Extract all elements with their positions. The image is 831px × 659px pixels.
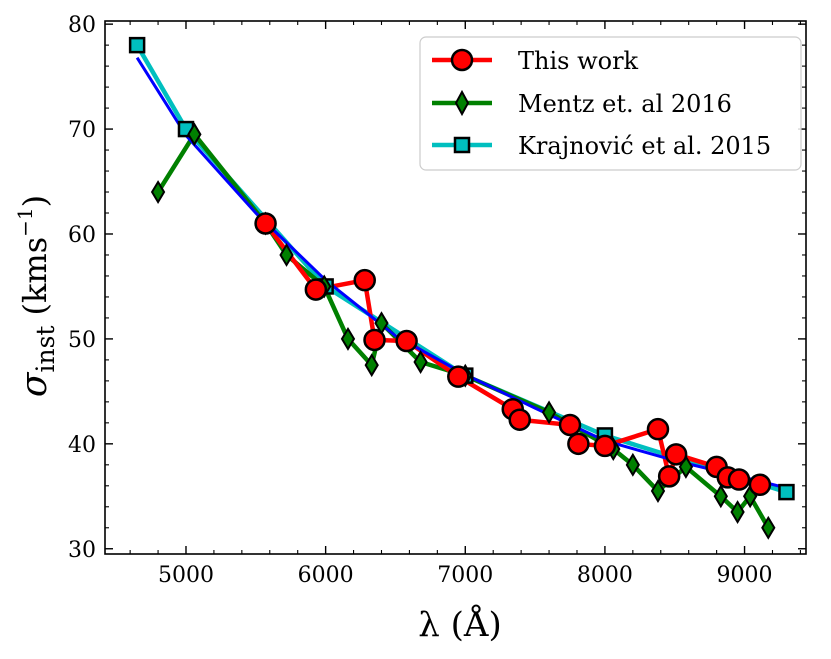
legend-box <box>419 36 802 171</box>
data-point-this-work <box>395 329 418 353</box>
data-point-this-work <box>254 212 277 235</box>
data-point-mentz-et-al-2016 <box>413 350 428 374</box>
data-point-this-work <box>304 278 328 301</box>
y-axis-label-units: (kms <box>16 237 54 316</box>
data-point-mentz-et-al-2016 <box>187 122 202 147</box>
legend-marker-krajnovic <box>453 136 471 154</box>
x-tick-label: 5000 <box>158 563 214 588</box>
data-point-mentz-et-al-2016 <box>761 515 776 540</box>
y-axis-label-subscript: inst <box>31 326 60 373</box>
data-point-this-work <box>363 328 386 352</box>
y-tick-label: 80 <box>68 13 96 38</box>
y-tick-label: 30 <box>68 538 96 563</box>
legend-marker-mentz <box>454 89 470 117</box>
data-point-krajnovi-et-al-2015 <box>778 483 795 501</box>
y-tick-label: 40 <box>68 433 96 458</box>
x-tick-label: 6000 <box>298 563 354 588</box>
data-point-mentz-et-al-2016 <box>541 400 557 425</box>
data-point-mentz-et-al-2016 <box>713 484 728 509</box>
y-axis-label-close: ) <box>16 195 54 207</box>
series-line-krajnovi-et-al-2015 <box>135 43 788 495</box>
data-point-mentz-et-al-2016 <box>625 452 641 477</box>
ticks-layer: 5000 6000 7000 8000 9000 30 40 50 60 70 80 <box>68 13 806 588</box>
x-tick-label: 9000 <box>717 563 773 588</box>
data-point-mentz-et-al-2016 <box>730 500 745 524</box>
x-tick-label: 7000 <box>437 563 493 588</box>
data-point-this-work <box>646 417 670 441</box>
data-point-this-work <box>657 465 681 488</box>
y-axis-label: σinst (kms−1) <box>13 195 60 397</box>
y-tick-label: 60 <box>68 223 96 248</box>
data-point-mentz-et-al-2016 <box>364 353 379 378</box>
series-layer <box>128 36 795 540</box>
x-tick-label: 8000 <box>577 563 633 588</box>
y-tick-label: 70 <box>68 118 96 143</box>
data-point-this-work <box>558 413 582 437</box>
data-point-this-work <box>593 434 617 458</box>
y-axis-label-exponent: −1 <box>13 207 37 236</box>
plot-frame <box>104 20 807 555</box>
data-point-this-work <box>353 268 376 292</box>
data-point-this-work <box>508 408 531 431</box>
data-point-this-work <box>727 468 751 491</box>
data-point-krajnovi-et-al-2015 <box>128 36 146 54</box>
data-point-this-work <box>664 443 688 466</box>
data-point-mentz-et-al-2016 <box>340 326 356 351</box>
legend-marker-this-work <box>450 48 474 72</box>
legend-label-this-work: This work <box>518 47 639 75</box>
data-point-mentz-et-al-2016 <box>279 243 294 267</box>
data-point-this-work <box>567 432 590 456</box>
x-axis-label: λ (Å) <box>418 604 501 645</box>
legend: This work Mentz et. al 2016 Krajnović et… <box>419 36 802 171</box>
data-point-this-work <box>748 473 772 497</box>
legend-label-krajnovic: Krajnović et al. 2015 <box>518 132 771 160</box>
y-axis-label-symbol: σ <box>14 371 55 397</box>
legend-label-mentz: Mentz et. al 2016 <box>518 90 732 118</box>
y-tick-label: 50 <box>68 328 96 353</box>
data-point-mentz-et-al-2016 <box>650 479 666 503</box>
data-point-this-work <box>447 365 470 388</box>
data-point-mentz-et-al-2016 <box>150 180 166 204</box>
